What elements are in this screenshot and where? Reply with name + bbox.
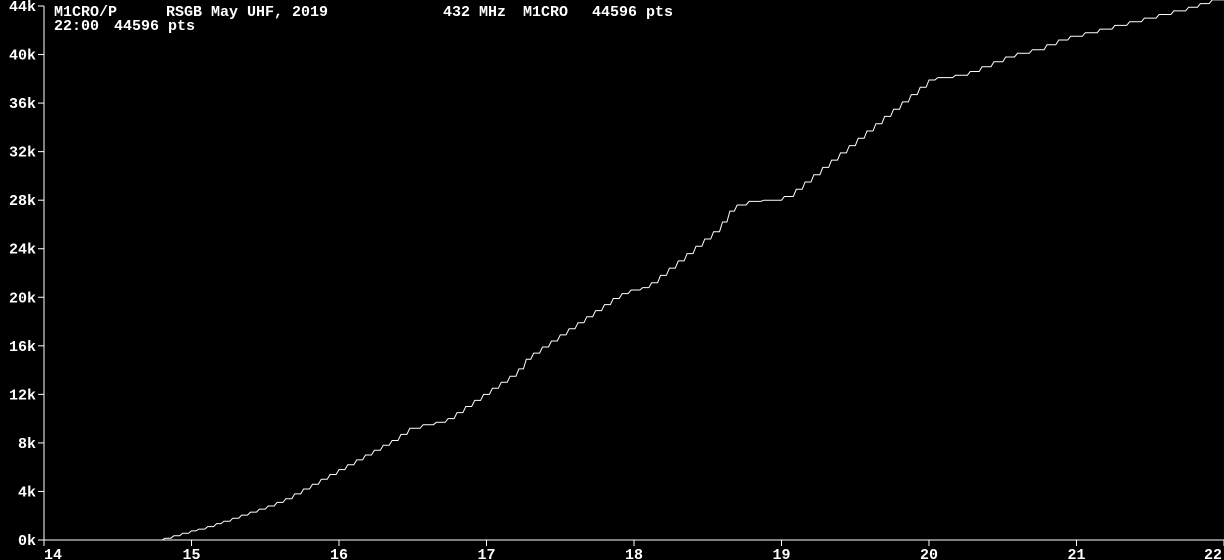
y-tick-label: 36k [9, 96, 36, 113]
y-tick-label: 28k [9, 193, 36, 210]
y-tick-label: 0k [18, 533, 36, 550]
y-tick-label: 4k [18, 484, 36, 501]
x-tick-label: 20 [920, 547, 938, 560]
x-tick-label: 22 [1204, 547, 1222, 560]
x-tick-label: 15 [182, 547, 200, 560]
y-tick-label: 20k [9, 290, 36, 307]
header-band: 432 MHz [443, 4, 506, 21]
header-station: M1CRO [523, 4, 568, 21]
y-tick-label: 44k [9, 0, 36, 16]
y-tick-label: 8k [18, 436, 36, 453]
header-end-time: 22:00 [54, 18, 99, 35]
y-tick-label: 24k [9, 242, 36, 259]
x-tick-label: 17 [477, 547, 495, 560]
y-tick-label: 40k [9, 48, 36, 65]
x-tick-label: 21 [1067, 547, 1085, 560]
x-tick-label: 14 [44, 547, 62, 560]
y-tick-label: 12k [9, 387, 36, 404]
x-tick-label: 18 [625, 547, 643, 560]
points-vs-time-chart: 0k 4k 8k 12k 16k 20k 24k 28k 32k 36k 40k 44k 14 15 16 1… [0, 0, 1224, 560]
y-tick-label: 16k [9, 339, 36, 356]
chart-background [0, 0, 1224, 560]
y-tick-label: 32k [9, 145, 36, 162]
x-tick-label: 19 [772, 547, 790, 560]
header-total-score: 44596 pts [592, 4, 673, 21]
header-final-points: 44596 pts [114, 18, 195, 35]
x-tick-label: 16 [330, 547, 348, 560]
